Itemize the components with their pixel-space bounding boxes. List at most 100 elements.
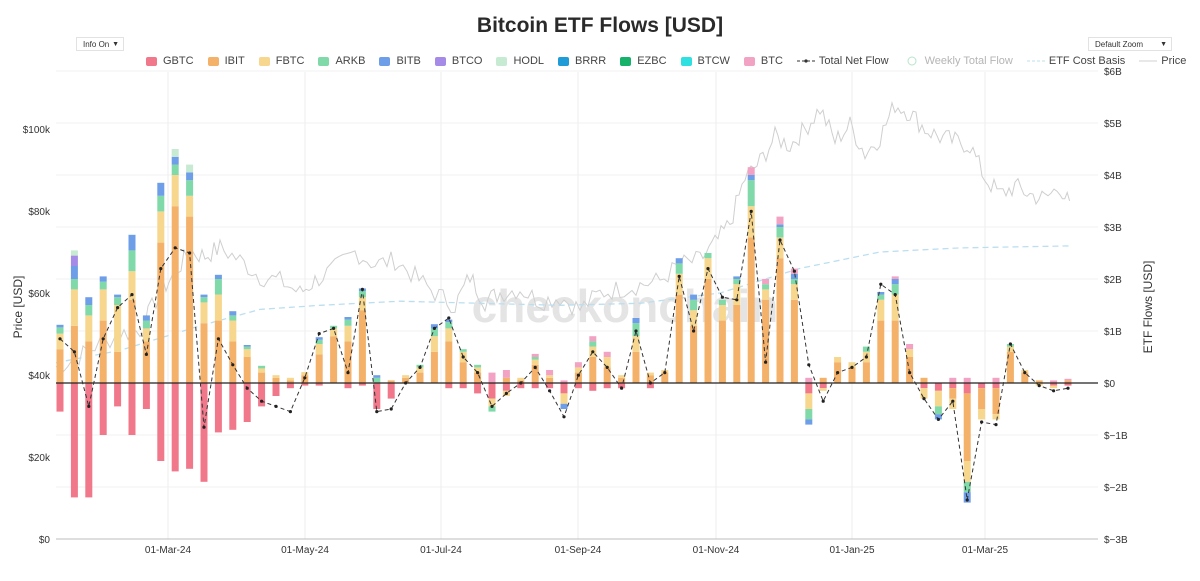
bar-bitb (776, 224, 784, 227)
bar-ibit (459, 362, 467, 383)
bar-fbtc (1050, 385, 1058, 389)
bar-fbtc (546, 375, 554, 378)
bar-bitb (344, 317, 352, 320)
right-tick-label: $4B (1104, 171, 1122, 182)
total-net-flow-point (663, 371, 667, 375)
legend-swatch (318, 56, 330, 66)
bar-ibit (891, 320, 899, 383)
bar-gbtc (963, 383, 971, 394)
total-net-flow-point (548, 389, 552, 393)
bar-bitb (430, 324, 438, 329)
legend-item-brrr[interactable]: BRRR (558, 55, 606, 67)
legend-item-price[interactable]: Price (1139, 55, 1186, 67)
bar-ibit (589, 357, 597, 383)
legend-item-weekly-total-flow[interactable]: Weekly Total Flow (903, 55, 1013, 67)
bar-btc (560, 380, 568, 383)
total-net-flow-point (274, 404, 278, 408)
bar-ibit (56, 349, 64, 383)
bar-ibit (718, 320, 726, 383)
total-net-flow-point (908, 371, 912, 375)
legend-swatch (379, 56, 391, 66)
bar-ibit (272, 377, 280, 383)
total-net-flow-point (144, 352, 148, 356)
total-net-flow-point (720, 295, 725, 299)
total-net-flow-point (850, 365, 854, 369)
legend-label: BRRR (575, 55, 607, 67)
bar-fbtc (790, 284, 798, 300)
bar-btc (992, 377, 1000, 383)
legend-item-btcw[interactable]: BTCW (680, 55, 730, 67)
bar-fbtc (877, 299, 885, 321)
legend-item-fbtc[interactable]: FBTC (258, 55, 304, 67)
bar-btc (747, 167, 755, 175)
bar-arkb (344, 319, 352, 326)
total-net-flow-point (864, 355, 869, 359)
bar-arkb (430, 328, 438, 337)
bar-arkb (171, 164, 179, 175)
bar-gbtc (286, 383, 294, 389)
bar-fbtc (99, 289, 107, 321)
bar-gbtc (301, 383, 309, 386)
legend-item-btco[interactable]: BTCO (434, 55, 482, 67)
total-net-flow-point (87, 404, 91, 408)
total-net-flow-point (634, 329, 638, 333)
bar-arkb (114, 297, 122, 305)
total-net-flow-point (188, 251, 192, 255)
bar-gbtc (214, 383, 222, 433)
total-net-flow-point (533, 365, 537, 369)
bar-ibit (85, 341, 93, 383)
total-net-flow-point (231, 363, 235, 367)
legend-item-arkb[interactable]: ARKB (318, 55, 365, 67)
legend-item-bitb[interactable]: BITB (379, 55, 421, 67)
legend-item-gbtc[interactable]: GBTC (146, 55, 194, 67)
bar-ibit (819, 377, 827, 383)
legend-item-ibit[interactable]: IBIT (207, 55, 245, 67)
bar-btco (70, 255, 78, 266)
bar-fbtc (171, 175, 179, 207)
bar-ibit (675, 294, 683, 383)
bar-gbtc (474, 383, 482, 394)
bar-fbtc (344, 325, 352, 342)
bar-ibit (546, 377, 554, 383)
bar-gbtc (517, 383, 525, 389)
bar-ibit (1021, 372, 1029, 383)
chevron-down-icon: ▼ (112, 41, 119, 48)
legend-item-hodl[interactable]: HODL (496, 55, 544, 67)
bar-fbtc (646, 372, 654, 376)
bar-fbtc (675, 273, 683, 295)
bar-bitb (157, 182, 165, 196)
bar-bitb (790, 273, 798, 279)
total-net-flow-point (432, 326, 436, 330)
legend-item-btc[interactable]: BTC (743, 55, 783, 67)
legend-item-etf-cost-basis[interactable]: ETF Cost Basis (1026, 55, 1125, 67)
zoom-label: Default Zoom (1095, 40, 1144, 49)
total-net-flow-point (836, 371, 840, 375)
bar-arkb (934, 406, 942, 415)
legend-item-total-net-flow[interactable]: Total Net Flow (796, 55, 889, 67)
bar-fbtc (978, 409, 986, 420)
bar-arkb (790, 279, 798, 285)
bar-ibit (603, 367, 611, 383)
bar-gbtc (805, 383, 813, 394)
legend-item-ezbc[interactable]: EZBC (620, 55, 667, 67)
x-tick-label: 01-Sep-24 (555, 545, 602, 556)
bar-fbtc (56, 333, 64, 350)
bar-gbtc (949, 383, 957, 389)
bar-ibit (99, 320, 107, 383)
legend-label: GBTC (163, 55, 194, 67)
bar-ibit (387, 380, 395, 383)
bar-ibit (574, 372, 582, 383)
bar-btc (1050, 380, 1058, 383)
bar-fbtc (574, 367, 582, 373)
bar-gbtc (200, 383, 208, 482)
bar-bitb (56, 324, 64, 328)
bar-fbtc (243, 349, 251, 357)
bar-arkb (488, 406, 496, 412)
bar-bitb (114, 294, 122, 298)
total-net-flow-point (317, 332, 321, 336)
info-toggle-dropdown[interactable]: Info On ▼ (76, 37, 124, 51)
zoom-dropdown[interactable]: Default Zoom ▼ (1088, 37, 1172, 51)
bar-fbtc (718, 305, 726, 321)
bar-btc (546, 370, 554, 376)
bar-btc (502, 370, 510, 378)
